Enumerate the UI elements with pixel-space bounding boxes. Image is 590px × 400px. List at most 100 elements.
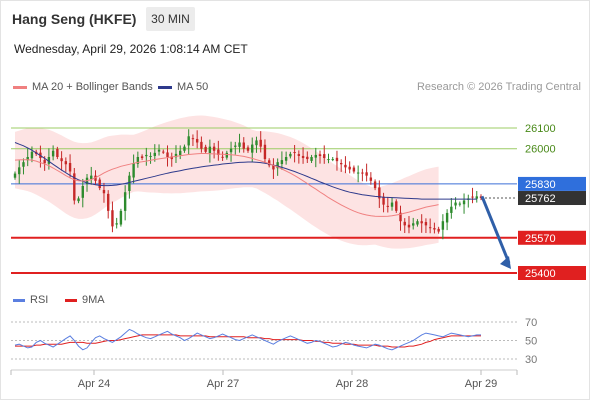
legend-ma20: MA 20 + Bollinger Bands (13, 81, 153, 93)
level-tag-text: 26100 (525, 123, 556, 135)
candle-body (102, 189, 106, 194)
candle (352, 165, 356, 174)
candle (73, 167, 76, 205)
candle-body (356, 172, 360, 174)
candle (162, 149, 165, 154)
candle (433, 222, 436, 234)
candle-body (344, 164, 347, 168)
candle (378, 180, 381, 208)
candle-body (280, 160, 284, 165)
level-tag-text: 25400 (525, 268, 556, 280)
candle (467, 194, 470, 208)
candle-body (395, 201, 398, 211)
candle-body (306, 156, 309, 160)
candle (153, 144, 156, 162)
candle-body (242, 142, 245, 149)
ma20-line (14, 153, 439, 217)
candle-body (441, 221, 445, 230)
candle-body (51, 150, 55, 157)
candle (284, 151, 288, 165)
candle-body (433, 228, 436, 230)
candle-body (119, 210, 123, 225)
candle-body (153, 152, 156, 156)
candle-body (450, 206, 453, 213)
ma50-swatch (158, 85, 172, 89)
candle (217, 140, 220, 161)
forecast-arrow-shaft (480, 195, 511, 264)
legend-rsi: RSI (13, 294, 48, 306)
candle (365, 163, 368, 182)
rsi-label: RSI (30, 294, 49, 306)
candle-body (318, 154, 322, 156)
candle (390, 197, 394, 211)
candle-body (18, 167, 21, 175)
candle-body (424, 222, 428, 226)
instrument-title: Hang Seng (HKFE) (12, 11, 137, 27)
candle (18, 160, 21, 184)
candle-body (297, 154, 301, 156)
candle-body (390, 202, 394, 207)
candle (301, 147, 305, 164)
candle (98, 177, 101, 191)
candle-body (293, 152, 296, 154)
candle-body (179, 150, 182, 156)
forecast-arrow-head (500, 256, 511, 269)
candle-body (183, 146, 186, 151)
candle (77, 196, 80, 204)
candle (382, 192, 385, 213)
candle-body (348, 166, 351, 170)
candle-body (98, 179, 101, 189)
candle (179, 145, 182, 160)
candle-body (115, 223, 118, 225)
candle (356, 165, 360, 183)
candle (458, 201, 462, 207)
rsi-tick-label: 30 (525, 354, 537, 366)
candle (310, 154, 313, 164)
candle-body (43, 159, 46, 164)
candle (140, 154, 144, 161)
level-tag-text: 25830 (525, 179, 556, 191)
candle-body (22, 162, 25, 167)
candle-body (73, 173, 76, 201)
timeframe-badge[interactable]: 30 MIN (146, 7, 195, 31)
candle-body (174, 153, 178, 158)
candle (149, 152, 152, 164)
candle-body (399, 212, 402, 222)
candle-body (246, 147, 250, 151)
candle (407, 216, 411, 234)
candle-body (13, 173, 17, 178)
candle-body (229, 148, 233, 153)
candle (123, 185, 127, 221)
candle-body (208, 146, 212, 154)
candle-body (145, 154, 148, 157)
rsi-tick-label: 70 (525, 317, 537, 329)
candle (136, 151, 140, 168)
x-tick-label: Apr 27 (207, 378, 239, 390)
nine-ma-line (15, 334, 481, 348)
candle-body (200, 141, 203, 149)
candle-body (191, 138, 195, 140)
candle (297, 150, 301, 164)
candle-body (335, 157, 339, 162)
candle (361, 168, 364, 182)
candle-body (416, 221, 419, 225)
level-label-25570: 25570 (518, 230, 586, 245)
candle (90, 166, 93, 185)
candle-body (454, 202, 457, 206)
candle (424, 218, 428, 234)
candle-body (132, 163, 135, 178)
rsi-tick-label: 50 (525, 336, 537, 348)
candle-body (378, 187, 381, 199)
candle-body (251, 144, 254, 153)
candle-body (276, 162, 279, 169)
level-label-26100: 26100 (525, 123, 556, 135)
candle (229, 141, 233, 162)
candle (399, 205, 402, 231)
candle (441, 214, 445, 240)
candle-body (420, 221, 423, 224)
candle-body (68, 163, 72, 172)
candle (323, 145, 326, 164)
candle (145, 147, 148, 166)
candle (386, 197, 389, 213)
